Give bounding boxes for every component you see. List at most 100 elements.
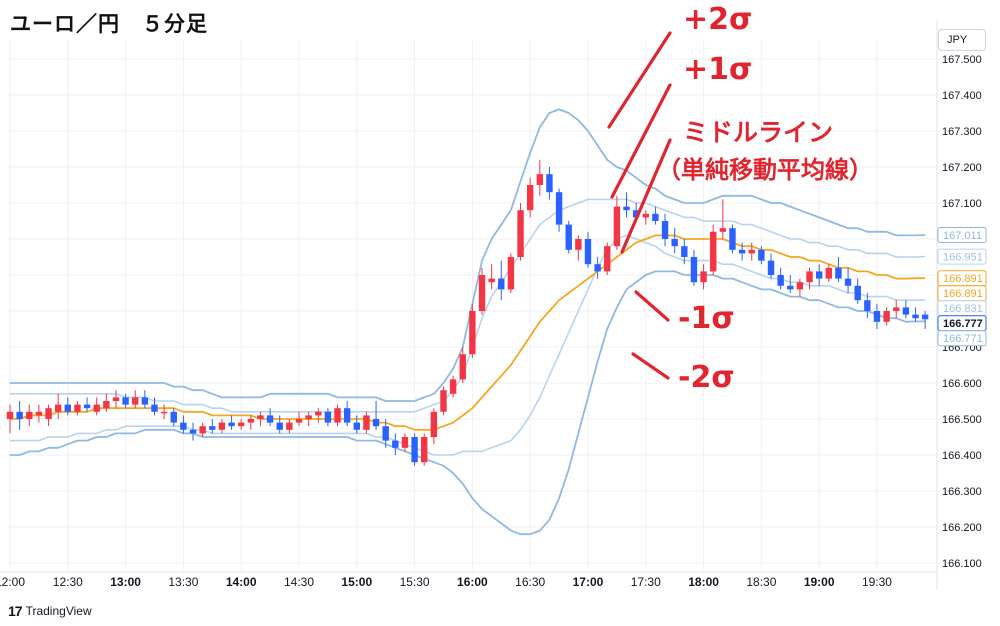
price-tick-label: 167.100	[942, 198, 982, 210]
annotation-plus1-sigma: +1σ	[683, 52, 753, 87]
candle-down	[16, 411, 23, 419]
candle-up	[286, 422, 293, 430]
price-tag-label: 166.951	[943, 252, 983, 264]
candle-up	[604, 246, 611, 272]
candle-down	[835, 267, 842, 279]
band-lower-2sigma	[10, 270, 926, 536]
pointer-minus2-sigma	[631, 352, 670, 380]
middle-line-sma	[10, 234, 926, 431]
annotation-minus1-sigma: -1σ	[678, 301, 735, 336]
price-tick-label: 166.600	[942, 378, 982, 390]
band-lower-1sigma	[10, 234, 926, 456]
candle-up	[218, 422, 226, 430]
candle-up	[796, 282, 804, 290]
candle-down	[690, 257, 698, 283]
candle-down	[738, 249, 746, 254]
candle-up	[421, 437, 428, 463]
annotation-plus2-sigma: +2σ	[683, 2, 753, 37]
pointer-plus1-sigma	[610, 83, 672, 199]
candle-down	[787, 285, 794, 290]
candle-up	[883, 311, 890, 322]
candle-down	[661, 221, 669, 239]
candle-up	[295, 419, 303, 423]
time-tick-label: 17:30	[631, 575, 661, 589]
candle-up	[93, 404, 100, 412]
candle-up	[363, 415, 370, 430]
candle-up	[112, 397, 120, 401]
candle-down	[854, 285, 861, 301]
time-tick-label: 12:00	[0, 575, 25, 589]
candle-up	[54, 404, 62, 412]
pointer-plus2-sigma	[607, 31, 672, 129]
candle-down	[83, 404, 91, 409]
price-tag-label: 167.011	[943, 230, 982, 242]
currency-button[interactable]: JPY	[938, 29, 986, 51]
candle-up	[430, 411, 438, 437]
band-upper-1sigma	[10, 198, 926, 413]
candle-up	[575, 239, 582, 250]
annotation-middle-line: ミドルライン	[683, 118, 834, 147]
candle-down	[681, 246, 688, 257]
logo-text: TradingView	[25, 604, 92, 618]
price-tag-label: 166.771	[943, 333, 983, 345]
candle-down	[546, 174, 553, 193]
candle-down	[873, 311, 881, 322]
pointer-minus1-sigma	[634, 290, 670, 322]
price-tag-label: 166.777	[943, 318, 983, 330]
tradingview-logo-icon: 17	[8, 603, 23, 619]
candle-up	[806, 271, 813, 283]
price-tick-label: 167.300	[942, 126, 982, 138]
candle-up	[103, 401, 110, 409]
candle-up	[507, 257, 515, 290]
price-tag-label: 166.891	[943, 288, 983, 300]
candle-up	[536, 174, 544, 185]
candle-down	[844, 278, 852, 286]
candle-down	[498, 278, 505, 290]
candle-down	[767, 260, 775, 275]
candle-down	[758, 249, 765, 261]
candle-up	[719, 228, 727, 232]
candle-down	[141, 397, 149, 405]
price-tick-label: 166.100	[942, 558, 982, 570]
candle-up	[237, 422, 245, 427]
candle-up	[132, 397, 139, 405]
price-tag-band_1sigma	[937, 248, 987, 265]
candle-up	[440, 390, 447, 412]
candle-down	[353, 422, 360, 430]
candle-up	[700, 271, 707, 283]
candle-up	[74, 404, 81, 412]
price-tag-label: 166.891	[943, 273, 983, 285]
candle-down	[652, 213, 659, 221]
price-tag-band_2sigma	[937, 227, 987, 244]
time-tick-label: 14:00	[226, 575, 257, 589]
price-tick-label: 166.200	[942, 522, 982, 534]
price-tag-band_2sigma	[937, 330, 987, 347]
price-tick-label: 167.200	[942, 162, 982, 174]
time-tick-label: 12:30	[53, 575, 83, 589]
candle-up	[613, 206, 621, 247]
candle-up	[257, 415, 264, 419]
candle-down	[276, 422, 283, 430]
candle-down	[64, 404, 71, 412]
candle-down	[392, 440, 399, 448]
time-tick-label: 19:30	[862, 575, 892, 589]
candle-down	[555, 192, 563, 225]
time-tick-label: 13:30	[168, 575, 198, 589]
candle-down	[372, 419, 380, 427]
time-tick-label: 16:30	[515, 575, 545, 589]
tradingview-logo[interactable]: 17 TradingView	[8, 603, 92, 619]
candle-up	[305, 415, 312, 419]
candle-down	[565, 224, 572, 250]
candle-down	[228, 422, 235, 427]
candle-down	[151, 404, 158, 412]
candle-down	[382, 426, 389, 441]
candle-down	[902, 307, 910, 315]
candle-down	[170, 411, 177, 423]
candle-down	[815, 271, 823, 279]
candle-up	[526, 185, 534, 211]
price-tick-label: 166.500	[942, 414, 982, 426]
price-tick-label: 166.300	[942, 486, 982, 498]
candle-up	[825, 267, 833, 279]
candle-down	[343, 408, 351, 423]
